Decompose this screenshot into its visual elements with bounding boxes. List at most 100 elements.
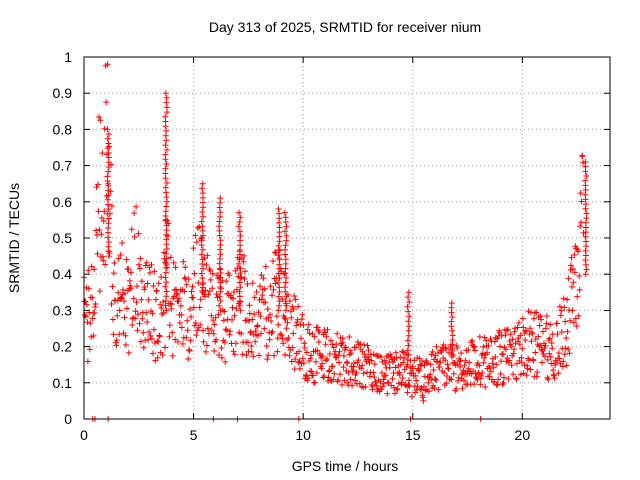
data-point — [138, 278, 145, 285]
data-point — [565, 345, 572, 352]
data-point — [233, 305, 240, 312]
data-point — [562, 318, 569, 325]
data-point — [198, 237, 205, 244]
data-point — [539, 359, 546, 366]
data-point — [254, 322, 261, 329]
data-point — [303, 371, 310, 378]
data-point — [274, 348, 281, 355]
data-point — [569, 265, 576, 272]
data-point — [358, 383, 365, 390]
data-point — [184, 327, 191, 334]
data-point — [216, 302, 223, 309]
data-point — [401, 355, 408, 362]
y-tick-label: 0 — [64, 411, 72, 427]
data-point — [182, 264, 189, 271]
data-point — [217, 269, 224, 276]
data-point — [348, 350, 355, 357]
data-point — [106, 143, 113, 150]
x-axis-label: GPS time / hours — [292, 458, 399, 474]
data-point — [262, 299, 269, 306]
data-point — [286, 352, 293, 359]
data-point — [497, 343, 504, 350]
data-point — [282, 307, 289, 314]
data-point — [404, 356, 411, 363]
data-point — [122, 332, 129, 339]
data-point — [416, 367, 423, 374]
data-point — [169, 352, 176, 359]
data-point — [162, 283, 169, 290]
data-point — [443, 345, 450, 352]
data-point — [162, 250, 169, 257]
data-point — [454, 345, 461, 352]
data-point — [104, 196, 111, 203]
data-point — [221, 308, 228, 315]
data-point — [259, 292, 266, 299]
data-point — [256, 283, 263, 290]
data-point — [171, 287, 178, 294]
data-point — [166, 333, 173, 340]
data-point — [448, 318, 455, 325]
data-point — [189, 294, 196, 301]
data-point — [399, 375, 406, 382]
data-point — [296, 348, 303, 355]
data-point — [162, 113, 169, 120]
data-point — [200, 265, 207, 272]
data-point — [115, 255, 122, 262]
data-point — [282, 298, 289, 305]
data-point — [293, 322, 300, 329]
data-point — [443, 380, 450, 387]
data-point — [270, 258, 277, 265]
data-point — [146, 328, 153, 335]
data-point — [360, 370, 367, 377]
data-point — [216, 293, 223, 300]
data-point — [238, 330, 245, 337]
data-point — [282, 214, 289, 221]
data-point — [136, 320, 143, 327]
data-point — [547, 321, 554, 328]
data-point — [500, 350, 507, 357]
data-point — [490, 364, 497, 371]
data-point — [381, 373, 388, 380]
data-point — [405, 308, 412, 315]
data-point — [283, 232, 290, 239]
data-point — [217, 237, 224, 244]
data-point — [311, 333, 318, 340]
data-point — [573, 323, 580, 330]
data-point — [181, 288, 188, 295]
data-point — [142, 337, 149, 344]
data-point — [125, 266, 132, 273]
data-point — [148, 335, 155, 342]
y-tick-label: 0.1 — [53, 375, 73, 391]
data-point — [181, 274, 188, 281]
data-point — [199, 213, 206, 220]
data-point — [162, 260, 169, 267]
data-point — [104, 145, 111, 152]
data-point — [282, 351, 289, 358]
data-point — [97, 117, 104, 124]
data-point — [198, 218, 205, 225]
data-point — [119, 240, 126, 247]
data-point — [582, 261, 589, 268]
data-point — [275, 206, 282, 213]
data-point — [249, 316, 256, 323]
data-point — [94, 250, 101, 257]
data-point — [162, 165, 169, 172]
data-point — [432, 377, 439, 384]
data-point — [235, 223, 242, 230]
data-point — [515, 320, 522, 327]
data-point — [283, 325, 290, 332]
data-point — [405, 289, 412, 296]
data-point — [261, 325, 268, 332]
data-point — [546, 335, 553, 342]
data-point — [163, 179, 170, 186]
data-point — [378, 386, 385, 393]
data-point — [108, 301, 115, 308]
data-point — [517, 332, 524, 339]
data-point — [104, 173, 111, 180]
data-point — [123, 256, 130, 263]
data-point — [246, 302, 253, 309]
data-point — [251, 311, 258, 318]
data-point — [245, 348, 252, 355]
data-point — [236, 228, 243, 235]
data-point — [312, 358, 319, 365]
